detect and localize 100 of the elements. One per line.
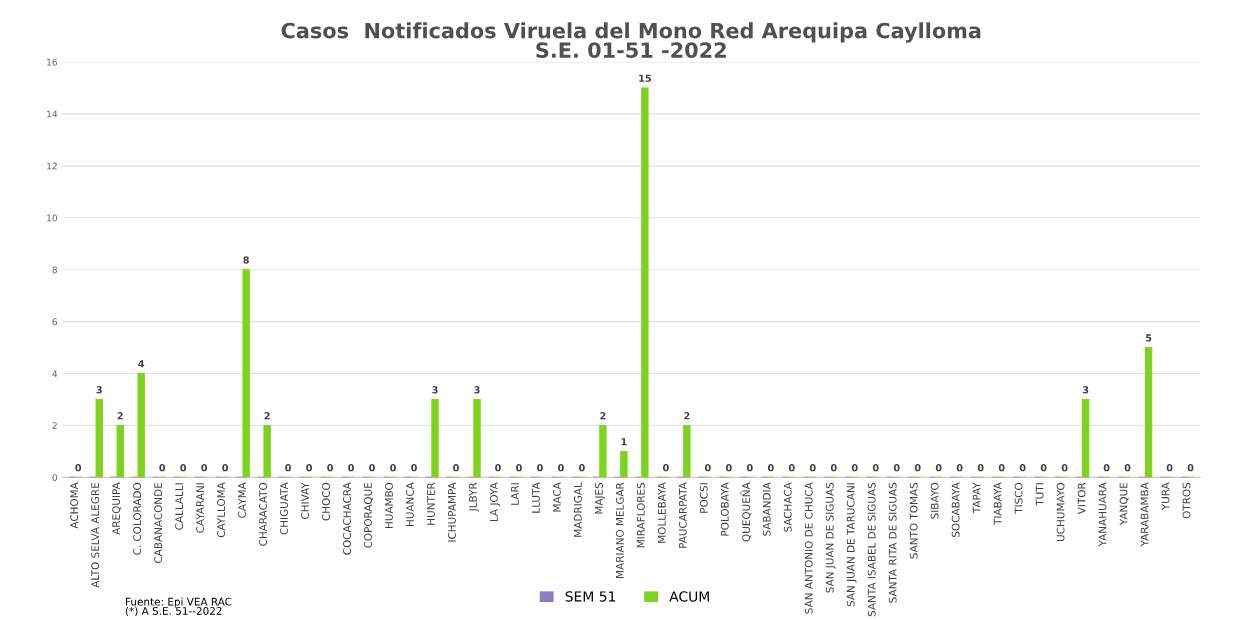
data-label: 0 bbox=[1061, 464, 1068, 472]
y-tick-label: 14 bbox=[47, 110, 58, 118]
x-tick-label: YANQUE bbox=[1119, 482, 1129, 526]
data-label: 0 bbox=[558, 464, 564, 472]
y-tick-label: 12 bbox=[47, 162, 57, 170]
x-tick-label: VITOR bbox=[1077, 482, 1086, 515]
data-label: 0 bbox=[998, 464, 1005, 472]
x-tick-label: SACHACA bbox=[783, 482, 792, 532]
data-label: 0 bbox=[348, 464, 354, 472]
data-label: 0 bbox=[977, 464, 984, 472]
data-label: 5 bbox=[1145, 334, 1152, 342]
data-label: 1 bbox=[621, 438, 627, 446]
data-label: 0 bbox=[1124, 464, 1131, 472]
x-tick-label: MACA bbox=[552, 482, 561, 512]
data-label: 0 bbox=[809, 464, 816, 472]
data-label: 0 bbox=[75, 464, 82, 472]
x-tick-label: CAYMA bbox=[238, 482, 247, 518]
data-label: 3 bbox=[96, 386, 102, 394]
data-label: 0 bbox=[516, 464, 522, 472]
data-label: 8 bbox=[243, 256, 249, 264]
y-tick-label: 8 bbox=[52, 266, 58, 274]
x-tick-label: POCSI bbox=[699, 483, 708, 513]
x-tick-label: UCHUMAYO bbox=[1056, 482, 1065, 542]
x-tick-label: LLUTA bbox=[532, 482, 540, 513]
x-tick-label: TISCO bbox=[1014, 482, 1023, 514]
x-tick-label: SAN JUAN DE TARUCANI bbox=[846, 483, 857, 607]
x-tick-label: CHIGUATA bbox=[280, 482, 288, 535]
x-tick-label: C. COLORADO bbox=[133, 482, 142, 555]
data-label: 0 bbox=[537, 464, 543, 472]
data-label: 0 bbox=[893, 464, 900, 472]
y-tick-label: 6 bbox=[52, 318, 58, 326]
data-label: 0 bbox=[369, 464, 375, 472]
data-label: 0 bbox=[830, 464, 837, 472]
data-label: 0 bbox=[327, 464, 333, 472]
x-tick-label: OTROS bbox=[1182, 482, 1191, 519]
data-label: 0 bbox=[495, 464, 501, 472]
data-label: 0 bbox=[285, 464, 292, 472]
x-tick-label: TAPAY bbox=[972, 482, 981, 514]
data-label: 0 bbox=[662, 464, 669, 472]
x-tick-label: SOCABAYA bbox=[951, 482, 960, 537]
data-label: 0 bbox=[1166, 464, 1173, 472]
data-label: 0 bbox=[704, 464, 711, 472]
y-tick-label: 4 bbox=[52, 370, 58, 377]
y-tick-label: 10 bbox=[47, 214, 58, 222]
data-label: 0 bbox=[411, 464, 417, 472]
x-tick-label: YARABAMBA bbox=[1140, 482, 1149, 547]
chart-title: Casos Notificados Viruela del Mono Red Arequipa Caylloma S.E. 01-51 -2022 bbox=[281, 22, 981, 58]
data-label: 0 bbox=[453, 464, 459, 472]
data-label: 15 bbox=[639, 74, 651, 82]
data-label: 2 bbox=[117, 412, 123, 420]
data-label: 0 bbox=[851, 464, 858, 472]
x-tick-label: JLBYR bbox=[469, 482, 479, 512]
data-label: 0 bbox=[1019, 464, 1026, 472]
x-tick-label: ACHOMA bbox=[70, 482, 79, 529]
data-label: 3 bbox=[474, 386, 480, 394]
x-tick-label: HUNTER bbox=[427, 482, 435, 525]
x-tick-label: COPORAQUE bbox=[364, 482, 374, 548]
x-tick-label: ICHUPAMPA bbox=[448, 482, 456, 542]
data-label: 0 bbox=[935, 464, 942, 472]
x-tick-label: TIABAYA bbox=[993, 482, 1002, 525]
x-tick-label: SANTO TOMAS bbox=[909, 482, 918, 559]
x-tick-label: CAYARANI bbox=[196, 483, 205, 533]
x-tick-label: CALLALLI bbox=[175, 483, 184, 530]
x-tick-label: CABANACONDE bbox=[154, 482, 163, 563]
x-tick-label: YURA bbox=[1161, 482, 1170, 511]
legend-label: SEM 51 bbox=[565, 591, 616, 602]
data-label: 0 bbox=[390, 464, 396, 472]
x-tick-label: CHOCO bbox=[322, 482, 330, 521]
x-tick-label: SIBAYO bbox=[930, 482, 939, 519]
x-tick-label: ALTO SELVA ALEGRE bbox=[91, 482, 100, 588]
data-label: 0 bbox=[788, 464, 795, 472]
legend-label: ACUM bbox=[669, 591, 709, 602]
y-tick-label: 0 bbox=[52, 474, 58, 481]
x-tick-label: SABANDIA bbox=[762, 482, 771, 536]
x-tick-label: HUAMBO bbox=[385, 482, 393, 528]
data-label: 0 bbox=[1103, 464, 1110, 472]
x-tick-label: MIRAFLORES bbox=[636, 482, 645, 548]
x-tick-label: CHIVAY bbox=[301, 482, 309, 519]
x-tick-label: COCACHACRA bbox=[343, 482, 351, 555]
x-tick-label: MAJES bbox=[594, 482, 605, 514]
data-label: 0 bbox=[767, 464, 774, 472]
data-label: 2 bbox=[264, 412, 270, 420]
x-tick-label: MARIANO MELGAR bbox=[615, 482, 624, 578]
data-label: 0 bbox=[180, 464, 187, 472]
data-label: 0 bbox=[872, 464, 879, 472]
data-label: 0 bbox=[201, 464, 208, 472]
data-label: 2 bbox=[600, 412, 606, 420]
x-tick-label: SANTA RITA DE SIGUAS bbox=[888, 482, 897, 603]
x-tick-label: AREQUIPA bbox=[112, 482, 122, 535]
data-label: 0 bbox=[579, 464, 585, 472]
y-tick-label: 2 bbox=[52, 422, 57, 429]
data-label: 0 bbox=[956, 464, 963, 472]
x-tick-label: MOLLEBAYA bbox=[657, 482, 666, 543]
x-tick-label: CAYLLOMA bbox=[217, 482, 226, 538]
data-label: 0 bbox=[914, 464, 921, 472]
x-tick-label: LA JOYA bbox=[489, 482, 500, 522]
x-tick-label: MADRIGAL bbox=[573, 482, 582, 537]
data-label: 0 bbox=[1040, 464, 1047, 472]
x-tick-label: POLOBAYA bbox=[720, 482, 729, 536]
data-label: 0 bbox=[306, 464, 313, 472]
